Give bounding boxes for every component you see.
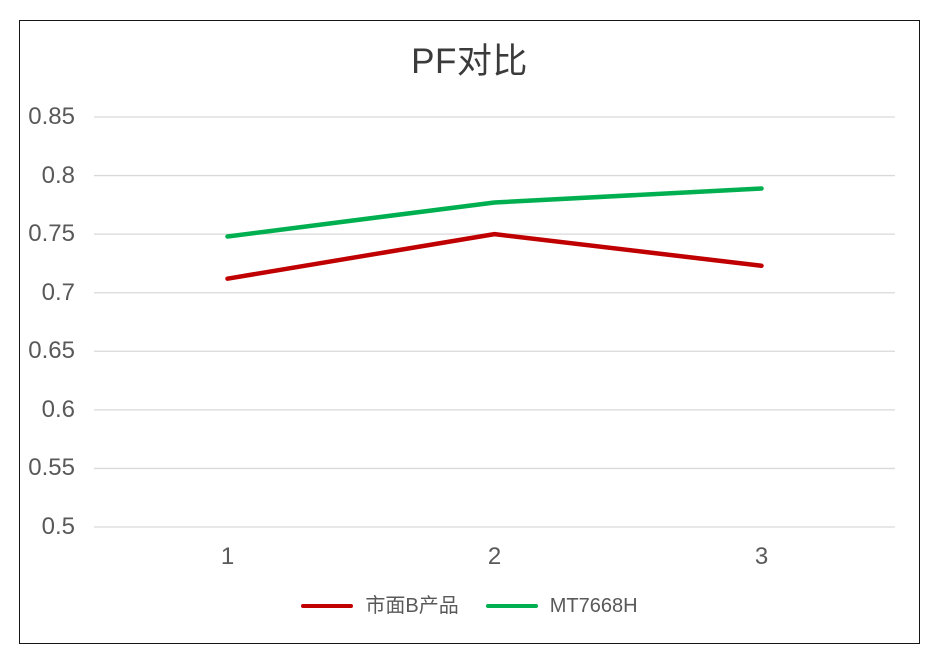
y-axis-tick-label: 0.85 xyxy=(28,103,75,130)
series-line-1 xyxy=(225,186,764,239)
legend: 市面B产品 MT7668H xyxy=(20,593,919,619)
legend-series-label: MT7668H xyxy=(549,595,638,617)
y-axis-tick-label: 0.75 xyxy=(28,220,75,248)
x-axis-tick-label: 1 xyxy=(220,543,235,570)
chart-frame: PF对比 市面B产品 MT7668H 0.85 0.8 0.75 0.7 0.65 0.6 0… xyxy=(19,20,920,644)
legend-series-label: 市面B产品 xyxy=(365,595,459,617)
series-line-0 xyxy=(225,231,764,281)
legend-item: 市面B产品 xyxy=(301,593,459,619)
y-axis-tick-label: 0.65 xyxy=(28,337,75,365)
y-axis-tick-label: 0.5 xyxy=(41,513,75,540)
y-axis-tick-label: 0.8 xyxy=(41,161,75,189)
y-axis-tick-label: 0.55 xyxy=(28,454,75,482)
chart-title: PF对比 xyxy=(411,42,528,81)
y-axis-tick-label: 0.7 xyxy=(41,278,75,306)
x-axis-tick-label: 2 xyxy=(487,543,502,570)
plot-area xyxy=(94,116,895,528)
legend-swatch-line xyxy=(485,603,538,609)
y-axis-tick-label: 0.6 xyxy=(41,395,75,423)
legend-swatch-line xyxy=(301,603,354,609)
x-axis-tick-label: 3 xyxy=(754,543,769,570)
legend-item: MT7668H xyxy=(485,593,638,619)
